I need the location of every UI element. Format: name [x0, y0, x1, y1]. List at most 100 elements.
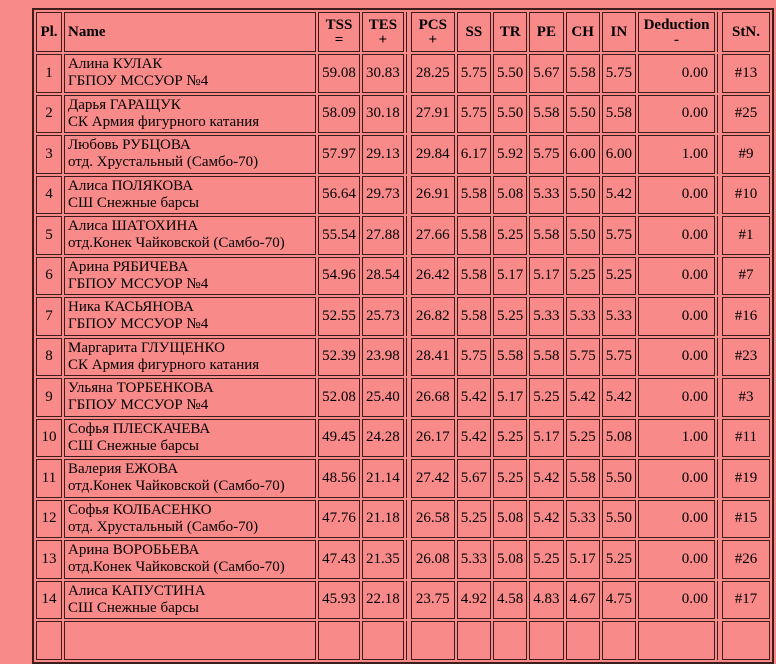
start-number-cell: #15 [722, 499, 770, 538]
in-score-cell: 5.33 [601, 297, 636, 336]
pcs-score-cell: 26.17 [410, 418, 455, 457]
tr-score-cell: 5.08 [493, 540, 528, 579]
tss-score-cell: 49.45 [318, 418, 360, 457]
table-row: 2 Дарья ГАРАЩУК СК Армия фигурного катания… [36, 94, 770, 133]
skater-name: Дарья ГАРАЩУК [68, 96, 181, 113]
skater-name: Арина ВОРОБЬЕВА [68, 542, 200, 559]
deduction-cell [638, 621, 715, 660]
pcs-score-cell: 23.75 [410, 580, 455, 619]
tr-score-cell: 5.58 [493, 337, 528, 376]
skater-name: Алиса КАПУСТИНА [68, 582, 206, 599]
in-score-cell: 5.50 [601, 459, 636, 498]
place-cell: 5 [36, 216, 62, 255]
pcs-score-cell: 26.08 [410, 540, 455, 579]
start-number-cell: #16 [722, 297, 770, 336]
pe-score-cell: 5.67 [529, 54, 564, 93]
skater-name: Алиса ПОЛЯКОВА [68, 177, 194, 194]
deduction-cell: 0.00 [638, 459, 715, 498]
tes-score-cell [362, 621, 404, 660]
skater-club: СШ Снежные барсы [68, 194, 199, 211]
ss-score-cell: 5.75 [456, 54, 491, 93]
skater-cell: Софья ПЛЕСКАЧЕВА СШ Снежные барсы [64, 418, 316, 457]
start-number-cell: #13 [722, 54, 770, 93]
tss-score-cell: 59.08 [318, 54, 360, 93]
ss-score-cell: 5.42 [456, 418, 491, 457]
skater-cell: Ника КАСЬЯНОВА ГБПОУ МССУОР №4 [64, 297, 316, 336]
column-group-divider [405, 175, 409, 214]
ss-score-cell: 5.58 [456, 256, 491, 295]
column-group-divider [717, 256, 720, 295]
skater-cell: Алиса КАПУСТИНА СШ Снежные барсы [64, 580, 316, 619]
tr-score-cell: 5.08 [493, 499, 528, 538]
column-group-divider [717, 175, 720, 214]
ch-score-cell: 5.33 [565, 499, 600, 538]
ch-score-cell: 5.33 [565, 297, 600, 336]
in-score-cell: 5.75 [601, 216, 636, 255]
start-number-cell: #26 [722, 540, 770, 579]
ch-score-cell: 5.25 [565, 418, 600, 457]
deduction-cell: 0.00 [638, 94, 715, 133]
place-cell: 2 [36, 94, 62, 133]
pcs-score-cell: 26.82 [410, 297, 455, 336]
tr-score-cell: 5.08 [493, 175, 528, 214]
column-group-divider [405, 580, 409, 619]
column-group-divider [717, 499, 720, 538]
tss-score-cell: 47.43 [318, 540, 360, 579]
column-group-divider [717, 216, 720, 255]
place-cell: 7 [36, 297, 62, 336]
deduction-cell: 0.00 [638, 216, 715, 255]
ss-score-cell: 5.75 [456, 337, 491, 376]
pcs-score-cell: 28.25 [410, 54, 455, 93]
start-number-cell: #23 [722, 337, 770, 376]
ch-score-cell: 4.67 [565, 580, 600, 619]
place-cell: 10 [36, 418, 62, 457]
tes-score-cell: 28.54 [362, 256, 404, 295]
column-group-divider [405, 499, 409, 538]
pe-score-cell: 5.58 [529, 216, 564, 255]
col-header-deduction: Deduction - [638, 12, 715, 52]
skater-club: отд.Конек Чайковской (Самбо-70) [68, 235, 285, 252]
table-row: 8 Маргарита ГЛУЩЕНКО СК Армия фигурного ка… [36, 337, 770, 376]
col-header-tss: TSS = [318, 12, 360, 52]
deduction-cell: 0.00 [638, 540, 715, 579]
deduction-cell: 0.00 [638, 297, 715, 336]
column-group-divider [405, 94, 409, 133]
column-group-divider [405, 418, 409, 457]
skater-cell: Маргарита ГЛУЩЕНКО СК Армия фигурного кат… [64, 337, 316, 376]
table-row: 4 Алиса ПОЛЯКОВА СШ Снежные барсы 56.64 29.7… [36, 175, 770, 214]
deduction-cell: 0.00 [638, 499, 715, 538]
tes-score-cell: 21.14 [362, 459, 404, 498]
col-header-in: IN [601, 12, 636, 52]
pe-score-cell: 5.17 [529, 418, 564, 457]
column-group-divider [405, 459, 409, 498]
skater-name: Ульяна ТОРБЕНКОВА [68, 380, 214, 397]
col-header-deduction-label: Deduction [643, 17, 710, 33]
start-number-cell: #17 [722, 580, 770, 619]
ss-score-cell: 4.92 [456, 580, 491, 619]
ch-score-cell: 5.50 [565, 94, 600, 133]
skater-name: Алина КУЛАК [68, 56, 163, 73]
skater-name: Алиса ШАТОХИНА [68, 218, 199, 235]
skater-cell: Алина КУЛАК ГБПОУ МССУОР №4 [64, 54, 316, 93]
pe-score-cell: 5.25 [529, 378, 564, 417]
tss-score-cell: 52.08 [318, 378, 360, 417]
in-score-cell: 5.42 [601, 378, 636, 417]
pe-score-cell: 5.42 [529, 499, 564, 538]
col-header-deduction-sign: - [674, 32, 679, 48]
tr-score-cell: 5.25 [493, 459, 528, 498]
tss-score-cell: 48.56 [318, 459, 360, 498]
deduction-cell: 1.00 [638, 418, 715, 457]
start-number-cell: #25 [722, 94, 770, 133]
col-header-pe: PE [529, 12, 564, 52]
tes-score-cell: 23.98 [362, 337, 404, 376]
skater-name: Любовь РУБЦОВА [68, 137, 191, 154]
column-group-divider [717, 12, 720, 52]
in-score-cell: 5.25 [601, 540, 636, 579]
place-cell: 1 [36, 54, 62, 93]
table-row: 3 Любовь РУБЦОВА отд. Хрустальный (Самбо-7… [36, 135, 770, 174]
in-score-cell: 5.25 [601, 256, 636, 295]
pe-score-cell: 5.58 [529, 337, 564, 376]
place-cell: 4 [36, 175, 62, 214]
start-number-cell: #11 [722, 418, 770, 457]
tes-score-cell: 25.40 [362, 378, 404, 417]
